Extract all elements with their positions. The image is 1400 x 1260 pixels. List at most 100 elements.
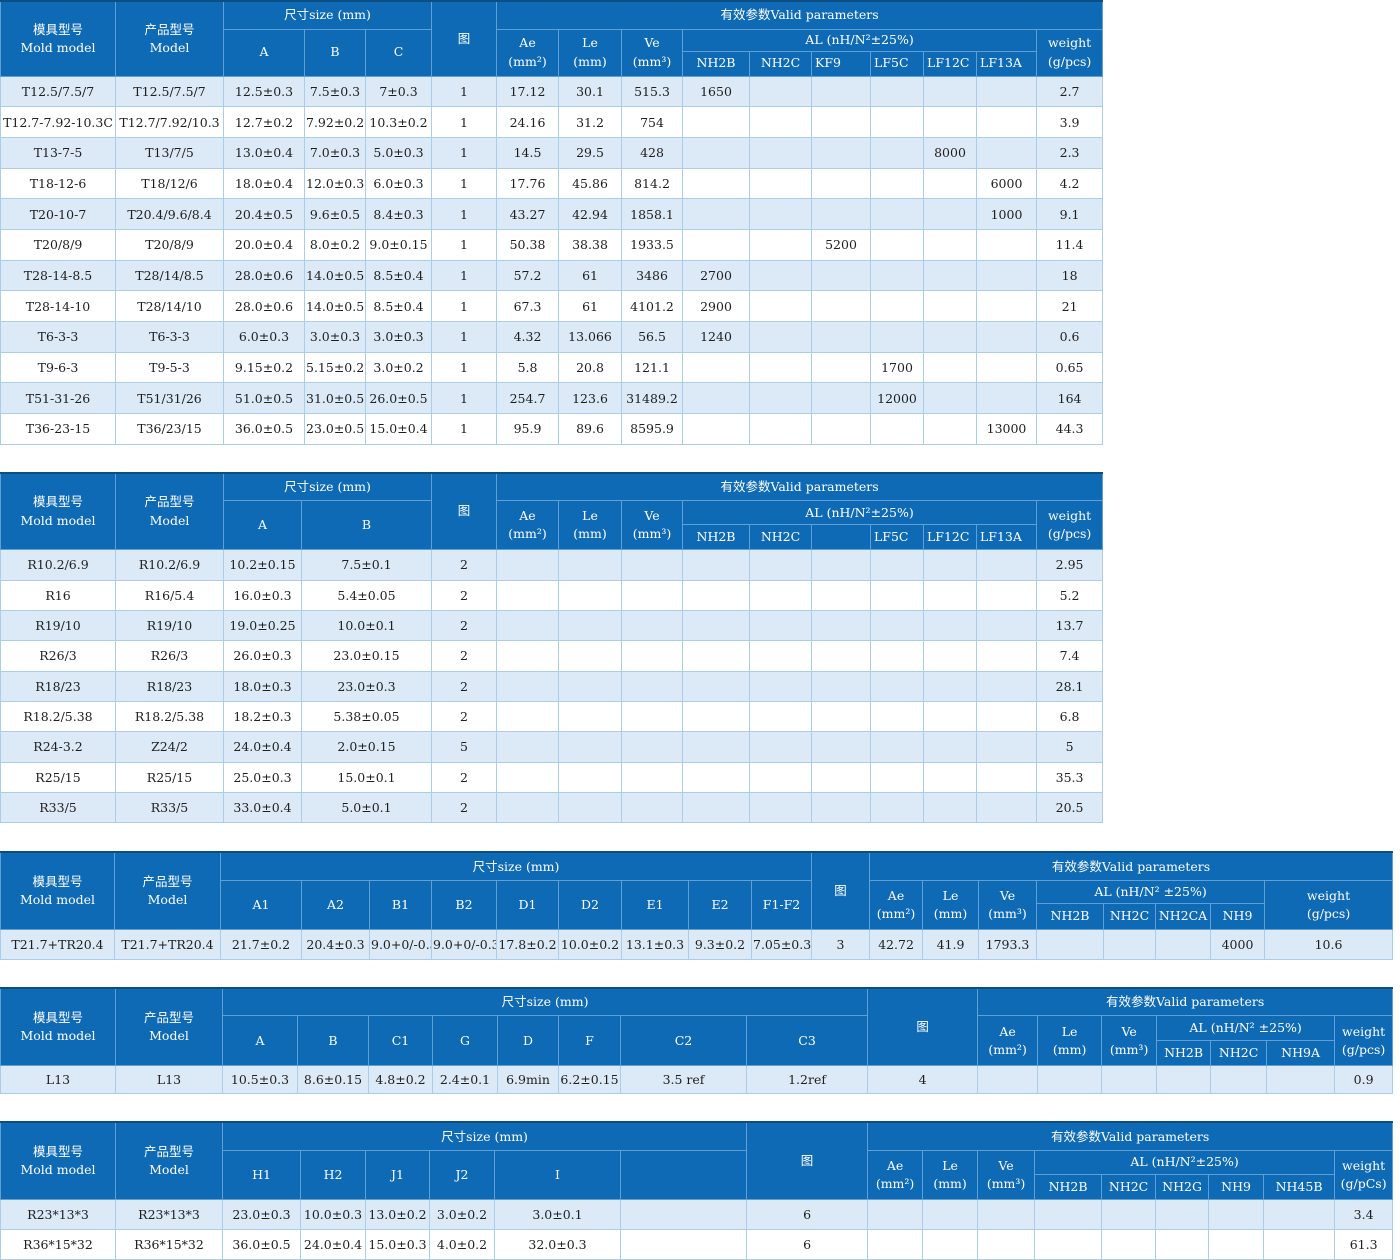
table-row: R23*13*3 R23*13*3 23.0±0.3 10.0±0.3 13.0±0.2… [0,1198,1394,1230]
cell [1263,1228,1336,1260]
col-c2: C2 [620,1015,747,1067]
col-a1: A1 [220,879,302,930]
cell: 51.0±0.5 [223,382,305,415]
table-row: T12.5/7.5/7 T12.5/7.5/7 12.5±0.3 7.5±0.3 7±0… [0,75,1104,108]
col-ae: Ae (mm²) [867,1149,924,1200]
cell: 57.2 [496,259,560,292]
cell: T21.7+TR20.4 [0,928,115,960]
cell: 18.0±0.4 [223,167,305,200]
cell: 13.0±0.4 [223,136,305,169]
cell: 0.65 [1036,351,1104,384]
cell [749,609,812,642]
table-row: T28-14-10 T28/14/10 28.0±0.6 14.0±0.5 8.5±0.… [0,290,1104,322]
cell [621,640,683,672]
cell [870,670,924,702]
cell: 5200 [811,228,872,261]
col-b2: B2 [431,879,497,930]
cell [621,670,683,702]
cell: 3.9 [1036,106,1104,138]
cell: T12.5/7.5/7 [115,75,224,108]
cell: 45.86 [558,167,623,200]
cell: 9.1 [1036,198,1104,230]
cell [923,259,978,292]
cell: 5.0±0.1 [301,791,432,824]
cell: 1 [431,75,498,108]
header-row: NH2B NH2C KF9 LF5C LF12C LF13A [1,50,1103,77]
col-nh2c: NH2C [749,524,812,551]
cell [558,549,622,581]
cell [1208,1228,1265,1260]
cell: T20/8/9 [0,228,116,261]
valid-params-header: 有效参数Valid parameters [977,986,1394,1017]
cell: 10.5±0.3 [222,1065,298,1095]
cell: T28-14-8.5 [0,259,116,292]
cell: 30.1 [558,75,623,108]
cell [923,106,978,138]
cell [976,640,1037,672]
cell [870,136,925,169]
cell: R19/10 [115,609,224,642]
col-e1: E1 [621,879,689,930]
cell: 5.2 [1035,579,1104,611]
cell: R18.2/5.38 [0,700,116,733]
cell: 17.12 [496,75,560,108]
cell: 24.0±0.4 [300,1228,366,1260]
cell: 7±0.3 [364,75,433,108]
cell: 4.2 [1036,167,1104,200]
cell: 3486 [621,259,684,292]
table-row: R24-3.2 Z24/2 24.0±0.4 2.0±0.15 5 5 [0,731,1104,763]
cell [811,321,872,353]
valid-params-header: 有效参数Valid parameters [495,471,1104,502]
cell [1210,1065,1268,1095]
cell [811,106,872,138]
cell [811,731,871,763]
col-ve: Ve (mm³) [978,879,1038,930]
col-nh2g: NH2G [1155,1173,1210,1200]
col-f: F [558,1015,621,1067]
cell: 61 [558,290,623,322]
cell: 1700 [870,351,925,384]
cell: 123.6 [558,382,623,415]
header-row: 模具型号 Mold model 产品型号 Model 尺寸size (mm) 图有效参… [0,0,1104,77]
cell: 1240 [682,321,751,353]
cell: 2 [431,700,497,733]
cell: 2700 [682,259,751,292]
cell: T21.7+TR20.4 [114,928,221,960]
cell: T20.4/9.6/8.4 [115,198,224,230]
cell: 9.0±0.15 [364,228,433,261]
cell: 50.38 [496,228,560,261]
cell [496,579,559,611]
col-h1: H1 [222,1149,301,1200]
cell: 42.94 [558,198,623,230]
mold-model-header: 模具型号 Mold model [0,1121,116,1200]
cell: 12000 [870,382,925,415]
cell: R24-3.2 [0,731,116,763]
cell: 35.3 [1035,761,1104,794]
cell: T12.7/7.92/10.3 [115,106,224,138]
col-ae: Ae (mm²) [869,879,924,930]
cell: R18.2/5.38 [115,700,224,733]
cell: 5.15±0.2 [304,351,366,384]
cell: 1 [431,228,498,261]
cell [621,791,683,824]
cell [923,761,977,794]
cell [749,106,813,138]
cell: 254.7 [496,382,560,415]
table-r-rings: 模具型号 Mold model 产品型号 Model 尺寸size (mm) 图有效参… [0,1121,1394,1260]
table-row: R36*15*32 R36*15*32 36.0±0.5 24.0±0.4 15.0±0… [0,1228,1394,1260]
cell: 3.0±0.2 [364,351,433,384]
header-row: H1 H2 J1 J2 I Ae (mm²) Le (mm) Ve (mm³) AL (nH/N… [1,1149,1394,1200]
col-le: Le (mm) [558,500,622,551]
col-ae: Ae (mm²) [496,28,560,77]
cell: 5 [1035,731,1104,763]
col-nh2b: NH2B [682,524,750,551]
cell: 1 [431,351,498,384]
size-header: 尺寸size (mm) [223,471,432,502]
cell: 20.5 [1035,791,1104,824]
cell: 1793.3 [978,928,1038,960]
valid-params-header: 有效参数Valid parameters [869,851,1394,881]
cell: 7.4 [1035,640,1104,672]
cell [923,609,977,642]
cell [923,228,978,261]
